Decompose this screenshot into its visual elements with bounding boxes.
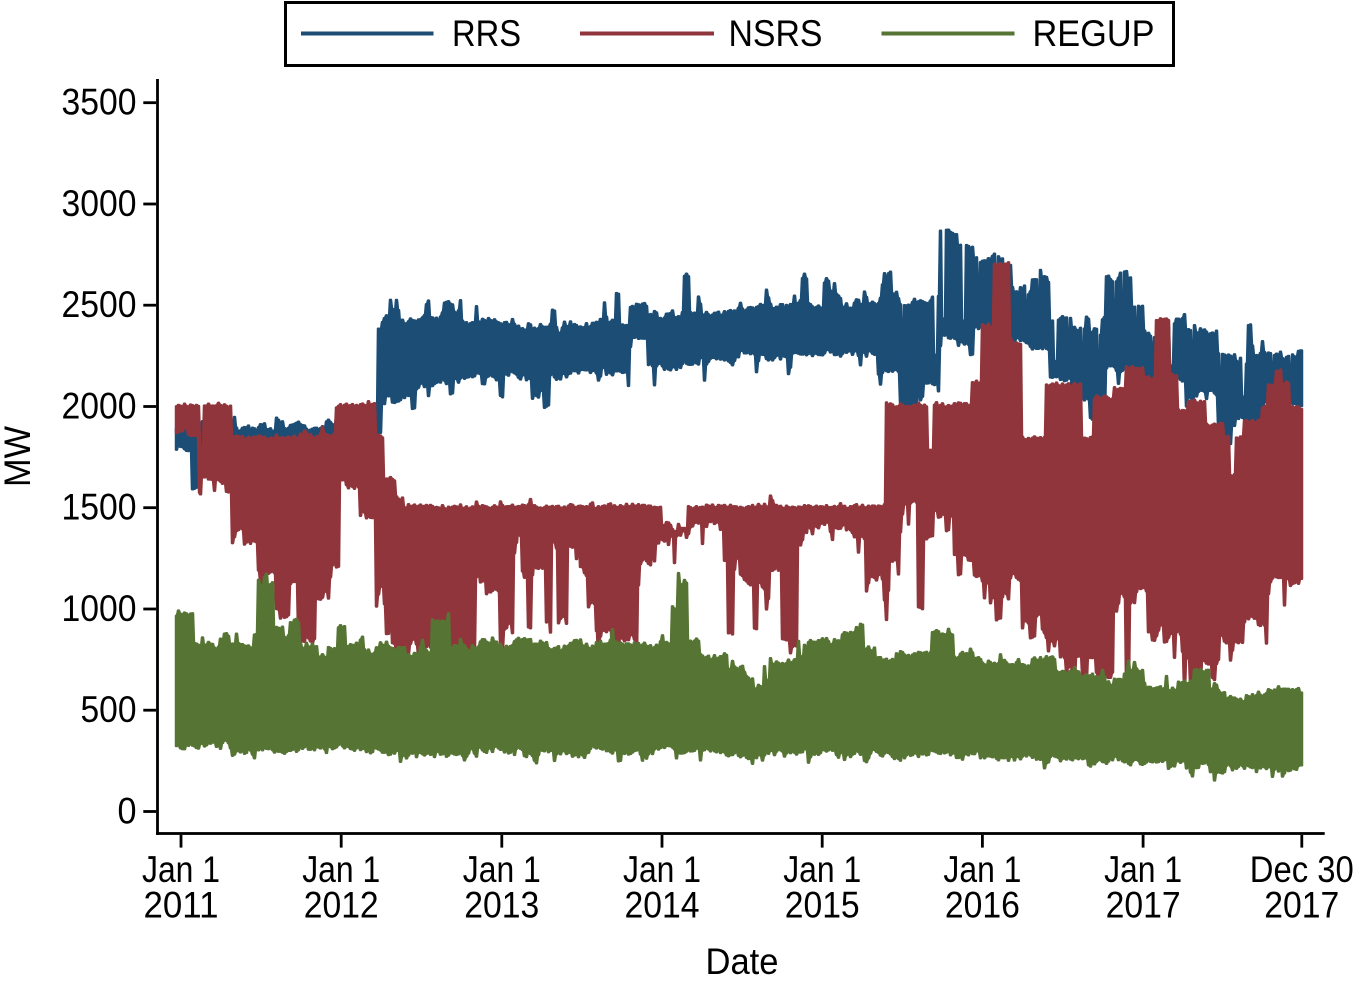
svg-text:2015: 2015 — [785, 885, 860, 926]
svg-text:2011: 2011 — [144, 885, 219, 926]
svg-text:Jan 1: Jan 1 — [623, 849, 701, 890]
svg-text:Jan 1: Jan 1 — [302, 849, 380, 890]
svg-text:RRS: RRS — [452, 13, 521, 54]
svg-text:500: 500 — [81, 689, 137, 730]
svg-text:2012: 2012 — [304, 885, 379, 926]
svg-text:2013: 2013 — [464, 885, 539, 926]
svg-text:Jan 1: Jan 1 — [1104, 849, 1182, 890]
svg-text:2017: 2017 — [1264, 885, 1339, 926]
svg-text:3500: 3500 — [62, 82, 137, 123]
svg-text:2014: 2014 — [625, 885, 700, 926]
svg-text:REGUP: REGUP — [1033, 13, 1155, 54]
svg-text:2016: 2016 — [945, 885, 1020, 926]
svg-text:1500: 1500 — [62, 487, 137, 528]
svg-text:2500: 2500 — [62, 284, 137, 325]
svg-text:NSRS: NSRS — [729, 13, 823, 54]
svg-text:Jan 1: Jan 1 — [943, 849, 1021, 890]
svg-text:3000: 3000 — [62, 183, 137, 224]
svg-text:2000: 2000 — [62, 386, 137, 427]
svg-text:Date: Date — [706, 941, 779, 981]
svg-text:Jan 1: Jan 1 — [142, 849, 220, 890]
svg-text:Jan 1: Jan 1 — [463, 849, 541, 890]
svg-text:MW: MW — [0, 426, 38, 487]
svg-text:Dec 30: Dec 30 — [1250, 849, 1354, 890]
svg-text:1000: 1000 — [62, 588, 137, 629]
svg-text:0: 0 — [118, 791, 137, 832]
svg-text:Jan 1: Jan 1 — [783, 849, 861, 890]
svg-text:2017: 2017 — [1106, 885, 1181, 926]
